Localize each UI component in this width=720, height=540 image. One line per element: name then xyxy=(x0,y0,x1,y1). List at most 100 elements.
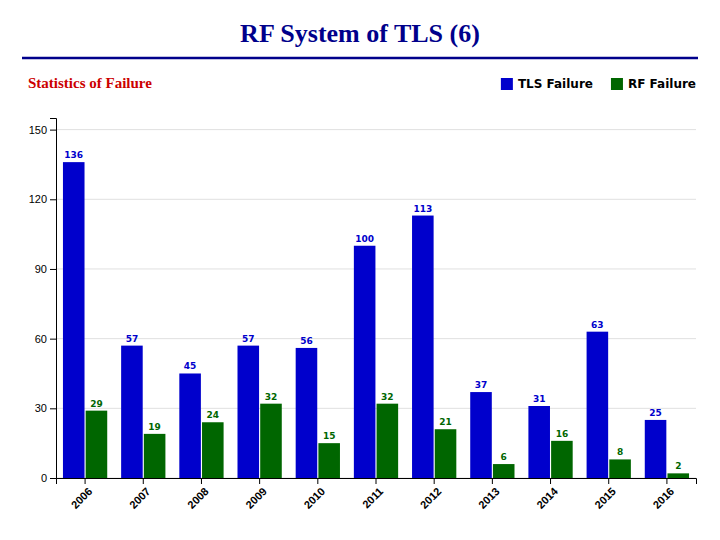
y-tick-mark xyxy=(50,130,56,131)
x-tick-mark xyxy=(666,478,667,484)
data-label: 15 xyxy=(323,431,336,441)
title: RF System of TLS (6) xyxy=(240,19,480,48)
y-tick: 120 xyxy=(29,193,56,205)
bar xyxy=(493,464,515,478)
x-tick-mark xyxy=(492,478,493,484)
grid-line xyxy=(56,129,696,130)
chart-container: RF System of TLS (6) Statistics of Failur… xyxy=(0,0,720,540)
x-tick-label: 2016 xyxy=(650,485,676,511)
y-tick-mark xyxy=(50,478,56,479)
data-label: 29 xyxy=(90,399,103,409)
x-tick: 2011 xyxy=(360,478,385,510)
x-tick: 2015 xyxy=(592,478,618,511)
x-axis: 2006 2007 2008 2009 2010 2011 2012 2013 2014 2015… xyxy=(57,478,697,511)
bar xyxy=(202,422,224,478)
data-label: 100 xyxy=(355,234,374,244)
x-tick-label: 2015 xyxy=(592,485,618,511)
bar xyxy=(296,348,318,478)
bar-series xyxy=(63,162,666,478)
x-tick: 2012 xyxy=(418,478,444,511)
bar xyxy=(412,216,434,478)
y-tick-mark xyxy=(50,408,56,409)
bar xyxy=(318,443,340,478)
bar xyxy=(551,441,573,478)
x-tick-mark xyxy=(143,478,144,484)
plot: 1365745575610011337316325291924321532216… xyxy=(29,119,697,511)
bar xyxy=(645,420,667,478)
x-tick: 2007 xyxy=(127,478,153,511)
bar xyxy=(377,404,399,478)
grid xyxy=(56,130,696,478)
y-tick: 90 xyxy=(35,263,56,275)
data-label: 45 xyxy=(184,361,197,371)
x-tick: 2006 xyxy=(69,478,95,511)
data-label: 57 xyxy=(126,334,139,344)
grid-line xyxy=(56,199,696,200)
bar xyxy=(528,406,550,478)
x-tick: 2013 xyxy=(476,478,502,511)
data-label: 113 xyxy=(413,204,432,214)
bar xyxy=(470,392,492,478)
x-tick: 2010 xyxy=(301,478,327,511)
bar xyxy=(354,246,376,478)
bar xyxy=(63,162,85,478)
legend-swatch xyxy=(501,78,513,90)
bar xyxy=(435,429,457,478)
y-tick: 150 xyxy=(29,124,56,136)
data-label: 136 xyxy=(64,150,83,160)
y-axis: 0 30 60 90 120 150 xyxy=(29,119,57,485)
x-tick: 2014 xyxy=(534,478,560,511)
x-tick-mark xyxy=(259,478,260,484)
x-tick: 2008 xyxy=(185,478,211,511)
bar xyxy=(667,473,689,478)
y-tick-label: 150 xyxy=(29,124,47,136)
data-label: 57 xyxy=(242,334,255,344)
data-label: 19 xyxy=(148,422,161,432)
bar xyxy=(86,411,108,478)
legend: TLS Failure RF Failure xyxy=(501,77,696,91)
y-tick-mark xyxy=(50,199,56,200)
y-tick-label: 0 xyxy=(41,472,47,484)
bar xyxy=(144,434,166,478)
y-axis-line xyxy=(50,119,57,479)
x-tick-label: 2007 xyxy=(127,485,153,511)
bar xyxy=(237,346,259,478)
legend-label: TLS Failure xyxy=(518,77,593,91)
x-tick-mark xyxy=(317,478,318,484)
y-tick-mark xyxy=(50,269,56,270)
x-tick-label: 2009 xyxy=(243,485,269,511)
data-label: 21 xyxy=(439,417,452,427)
x-tick-label: 2010 xyxy=(301,485,327,511)
legend-item: RF Failure xyxy=(611,77,696,91)
x-tick-label: 2014 xyxy=(534,484,560,510)
x-tick: 2016 xyxy=(650,478,676,511)
bar xyxy=(121,346,143,478)
y-tick: 30 xyxy=(35,402,56,414)
legend-item: TLS Failure xyxy=(501,77,593,91)
x-tick-label: 2013 xyxy=(476,485,502,511)
data-label: 63 xyxy=(591,320,604,330)
x-tick-label: 2011 xyxy=(360,485,385,510)
data-label: 16 xyxy=(556,429,569,439)
x-tick-mark xyxy=(608,478,609,484)
x-tick-mark xyxy=(201,478,202,484)
data-label: 32 xyxy=(381,392,394,402)
bars xyxy=(63,162,689,478)
data-label: 32 xyxy=(265,392,278,402)
x-tick-mark xyxy=(434,478,435,484)
subtitle: Statistics of Failure xyxy=(28,75,152,91)
y-tick-label: 30 xyxy=(35,402,47,414)
x-tick-label: 2008 xyxy=(185,485,211,511)
y-tick-label: 90 xyxy=(35,263,47,275)
y-tick-mark xyxy=(50,339,56,340)
data-label: 37 xyxy=(475,380,488,390)
legend-swatch xyxy=(611,78,623,90)
data-label: 56 xyxy=(300,336,313,346)
data-label: 6 xyxy=(501,452,507,462)
grid-line xyxy=(56,268,696,269)
data-label: 25 xyxy=(649,408,662,418)
bar xyxy=(609,459,631,478)
y-tick: 0 xyxy=(41,472,56,484)
data-label: 2 xyxy=(675,461,681,471)
y-tick: 60 xyxy=(35,333,56,345)
